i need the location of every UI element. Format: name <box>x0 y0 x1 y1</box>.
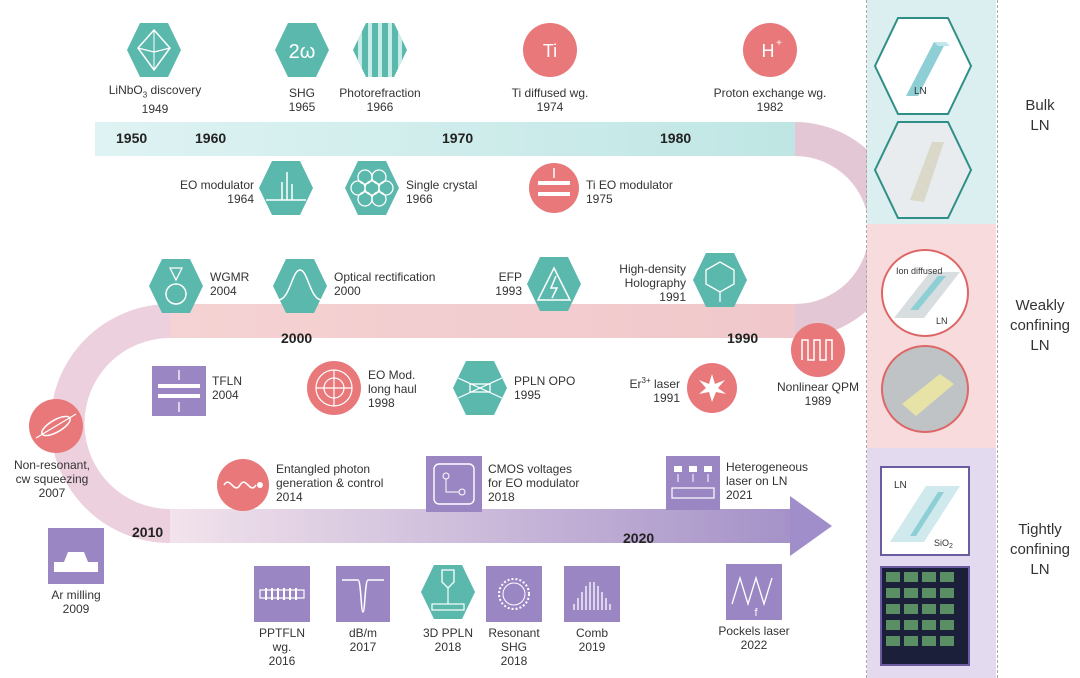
event-optical-rectification: Optical rectification 2000 <box>334 270 436 298</box>
wave-icon <box>217 459 269 511</box>
svg-text:LN: LN <box>936 316 948 326</box>
ti-icon: Ti <box>523 23 577 77</box>
svg-text:Ti: Ti <box>543 41 557 61</box>
wgmr-icon <box>149 259 203 313</box>
event-photorefraction: Photorefraction 1966 <box>339 86 421 114</box>
ar-milling-icon <box>48 528 104 584</box>
tfln-icon <box>152 366 206 416</box>
event-linbo3: LiNbO3 discovery 1949 <box>108 83 202 117</box>
crystal-icon <box>127 23 181 77</box>
proton-icon: H + <box>743 23 797 77</box>
event-tfln: TFLN 2004 <box>212 374 242 402</box>
opo-icon <box>453 361 507 415</box>
decade-2000: 2000 <box>281 330 313 346</box>
decade-1970: 1970 <box>442 130 474 146</box>
svg-text:LN: LN <box>914 86 927 97</box>
weak-schematic-icon: Ion diffused LN <box>881 249 969 337</box>
decade-1960: 1960 <box>195 130 227 146</box>
event-single-crystal: Single crystal 1966 <box>406 178 478 206</box>
weak-photo <box>881 345 969 433</box>
svg-text:Ion diffused: Ion diffused <box>896 266 942 276</box>
event-shg: SHG 1965 <box>288 86 316 114</box>
network-icon <box>307 361 361 415</box>
label-weak: Weakly confining LN <box>1009 297 1071 354</box>
svg-text:f: f <box>754 607 758 619</box>
tight-wafer-photo <box>880 566 970 666</box>
event-proton: Proton exchange wg. 1982 <box>713 86 827 114</box>
decade-1950: 1950 <box>116 130 148 146</box>
chip-icon <box>426 456 482 512</box>
loss-dip-icon <box>336 566 390 622</box>
event-dbm: dB/m 2017 <box>348 626 377 654</box>
event-qpm: Nonlinear QPM 1989 <box>776 380 860 408</box>
hetero-icon <box>666 456 720 510</box>
event-resonant-shg: Resonant SHG 2018 <box>488 626 540 668</box>
decade-2010: 2010 <box>132 524 164 540</box>
ring-resonator-icon <box>486 566 542 622</box>
label-bulk: Bulk LN <box>1025 97 1055 134</box>
svg-text:2ω: 2ω <box>289 41 316 63</box>
ti-eo-icon <box>529 163 579 213</box>
ppln3d-icon <box>421 565 475 619</box>
decade-2020: 2020 <box>623 530 655 546</box>
event-ar-milling: Ar milling 2009 <box>51 588 101 616</box>
lattice-icon <box>345 161 399 215</box>
pulse-icon <box>273 259 327 313</box>
starburst-icon <box>687 363 737 413</box>
pockels-icon: f <box>726 564 782 620</box>
event-ti-wg: Ti diffused wg. 1974 <box>511 86 589 114</box>
event-er-laser: Er3+ laser 1991 <box>629 376 680 405</box>
event-comb: Comb 2019 <box>575 626 608 654</box>
event-entangled: Entangled photon generation & control 2014 <box>276 462 384 504</box>
event-cmos: CMOS voltages for EO modulator 2018 <box>488 462 580 504</box>
event-holography: High-density Holography 1991 <box>619 262 686 304</box>
fringes-icon <box>353 23 407 77</box>
comb-icon <box>564 566 620 622</box>
event-efp: EFP 1993 <box>495 270 522 298</box>
event-squeezing: Non-resonant, cw squeezing 2007 <box>13 458 91 500</box>
bulk-photo <box>874 121 972 219</box>
decade-1980: 1980 <box>660 130 692 146</box>
tight-schematic-icon: LN SiO2 <box>880 466 970 556</box>
event-eo-long-haul: EO Mod. long haul 1998 <box>368 368 417 410</box>
pptfln-icon <box>254 566 310 622</box>
event-hetero: Heterogeneous laser on LN 2021 <box>726 460 809 502</box>
event-pptfln: PPTFLN wg. 2016 <box>258 626 305 668</box>
event-3d-ppln: 3D PPLN 2018 <box>422 626 474 654</box>
event-ppln-opo: PPLN OPO 1995 <box>514 374 576 402</box>
eo-modulator-icon <box>259 161 313 215</box>
sio2-label: SiO2 <box>934 538 953 550</box>
event-eo-modulator: EO modulator 1964 <box>179 178 254 206</box>
svg-text:+: + <box>776 38 782 49</box>
bulk-schematic-icon: LN <box>874 17 972 115</box>
lightning-icon <box>527 257 581 311</box>
decade-1990: 1990 <box>727 330 759 346</box>
sidebar-frame <box>866 0 998 678</box>
event-pockels: Pockels laser 2022 <box>718 624 790 652</box>
qpm-icon <box>791 323 845 377</box>
holography-icon <box>693 253 747 307</box>
svg-text:H: H <box>762 41 775 61</box>
shg-icon: 2ω <box>275 23 329 77</box>
event-wgmr: WGMR 2004 <box>210 270 250 298</box>
squeezing-icon <box>29 399 83 453</box>
event-ti-eo: Ti EO modulator 1975 <box>586 178 673 206</box>
svg-text:LN: LN <box>894 480 907 491</box>
label-tight: Tightly confining LN <box>1009 521 1071 578</box>
